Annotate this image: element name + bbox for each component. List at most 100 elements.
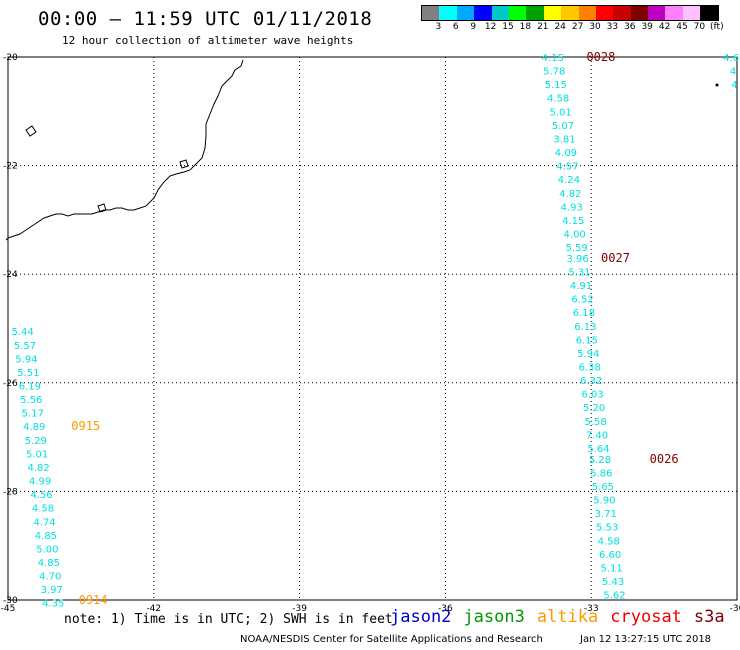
scale-label: 21 [537,22,549,32]
wave-height-value: 5.20 [583,403,605,414]
longitude-label: -33 [584,604,599,614]
scale-swatch [682,6,701,20]
wave-height-value: 4.82 [559,189,581,200]
wave-height-value: 6.15 [576,335,598,346]
wave-height-value: 5.51 [17,368,39,379]
wave-height-value: 5.53 [596,523,618,534]
wave-height-value: 4.99 [29,477,51,488]
scale-swatch [578,6,596,20]
pass-time-label: 0026 [650,452,679,466]
wave-height-value: 5.90 [593,496,615,507]
pass-time-label: 0915 [71,419,100,433]
scale-swatch [561,6,579,20]
units-note: note: 1) Time is in UTC; 2) SWH is in fe… [64,612,393,627]
wave-height-value: 5.31 [568,267,590,278]
scale-label: 15 [502,22,514,32]
satellite-name: cryosat [610,607,682,627]
wave-height-value: 3.96 [566,254,588,265]
scale-label: 27 [571,22,584,32]
wave-height-value: 4.35 [42,599,64,610]
scale-swatch [508,6,527,20]
latitude-label: -22 [3,162,18,172]
satellite-name: jason3 [463,607,525,627]
wave-height-value: 4.15 [562,216,584,227]
scale-swatch [665,6,683,20]
wave-height-value: 5.64 [587,444,609,455]
scale-swatch [439,6,457,20]
island-shape [179,159,189,169]
scale-label: 70 [693,22,706,32]
scale-label: 12 [484,22,497,32]
lat-lon-grid [7,56,738,601]
scale-swatch [595,6,614,20]
wave-height-value: 4.91 [570,281,592,292]
wave-height-value: 5.58 [584,417,606,428]
wave-height-value: 6.60 [599,550,621,561]
wave-height-value: 3.97 [41,585,63,596]
wave-height-value: 4.70 [39,572,61,583]
pass-time-label: 0027 [601,251,630,265]
latitude-label: -30 [3,596,18,606]
wave-height-color-scale [421,5,719,21]
pass-time-label: 0028 [586,50,615,64]
wave-height-value: 5.11 [600,563,622,574]
wave-height-value: 4 [731,80,737,91]
wave-height-value: 6.32 [580,376,602,387]
scale-label: 18 [519,22,532,32]
wave-height-value: 6.52 [571,295,593,306]
wave-height-value: 5.57 [14,341,36,352]
wave-height-value: 4.00 [564,229,586,240]
scale-swatch [491,6,509,20]
longitude-label: -45 [1,604,16,614]
wave-height-value: 6.13 [574,322,596,333]
wave-height-value: 4.85 [38,558,60,569]
wave-height-value: 5.94 [577,349,599,360]
wave-height-value: 5.00 [36,544,58,555]
scale-swatch [543,6,562,20]
satellite-name: jason2 [390,607,452,627]
wave-height-value: 5.17 [22,409,44,420]
wave-height-value: 6.38 [579,363,601,374]
scale-label: 6 [452,22,459,32]
wave-height-value: 4.58 [547,94,569,105]
wave-height-value: 5.62 [603,591,625,602]
island-shape [25,125,37,137]
credit-text: NOAA/NESDIS Center for Satellite Applica… [240,634,543,645]
scale-swatch [648,6,666,20]
longitude-label: -36 [438,604,453,614]
wave-height-value: 4.82 [27,463,49,474]
wave-height-value: 4.6 [723,53,739,64]
coastline [5,59,719,241]
map-title: 00:00 – 11:59 UTC 01/11/2018 [38,8,373,30]
scale-label: 9 [470,22,477,32]
scale-swatch [422,6,440,20]
latitude-labels: -20 -22 -24 -26 -28 -30 [3,53,18,606]
scale-label: 36 [624,22,636,32]
wave-height-value: 4.15 [542,53,564,64]
wave-height-value: 5.86 [590,468,612,479]
longitude-label: -42 [146,604,161,614]
satellite-name: altika [536,607,599,627]
scale-label: 24 [554,22,566,32]
wave-height-value: 5.01 [26,449,48,460]
coastline-shape [5,59,244,241]
wave-height-value: 4.74 [33,517,55,528]
wave-height-value: 5.65 [592,482,614,493]
scale-swatch [700,6,718,20]
wave-height-value: 4.57 [556,162,578,173]
wave-height-value: 5.43 [602,577,624,588]
longitude-labels: -45 -42 -39 -36 -33 -30 [1,604,740,614]
wave-height-value: 4.85 [35,531,57,542]
wave-height-value: 5.78 [543,67,565,78]
wave-height-scale-labels: 3 6 9 12 15 18 21 24 27 30 33 36 39 42 45 70 (ft) [421,22,740,34]
scale-unit: (ft) [710,22,724,32]
wave-height-value: 5.56 [20,395,42,406]
scale-swatch [526,6,544,20]
wave-height-value: 4.89 [23,422,45,433]
latitude-label: -28 [3,487,18,497]
latitude-label: -20 [3,53,18,63]
map-frame [7,56,738,601]
longitude-label: -39 [292,604,307,614]
scale-swatch [630,6,649,20]
